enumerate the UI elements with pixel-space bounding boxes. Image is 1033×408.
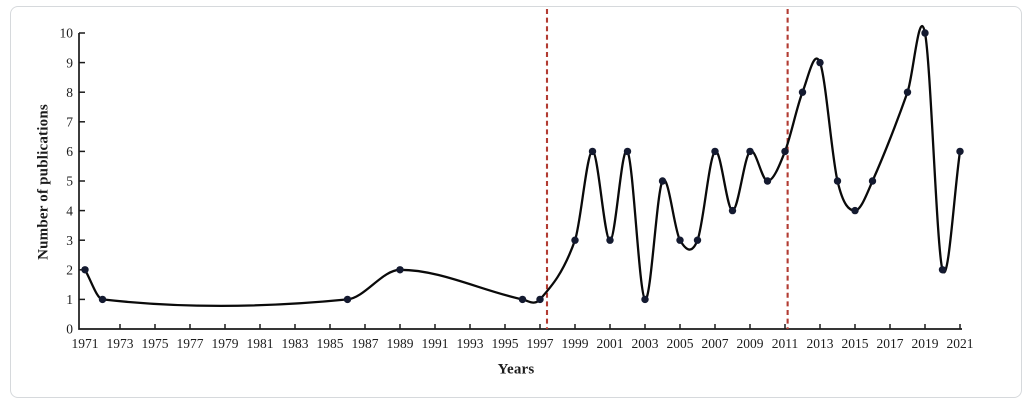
data-point-marker (746, 147, 754, 156)
y-tick-label: 2 (66, 263, 73, 278)
y-tick-label: 8 (66, 85, 73, 100)
data-point-marker (781, 147, 789, 156)
x-tick-label: 1971 (72, 336, 99, 351)
data-point-marker (588, 147, 597, 156)
x-tick-label: 1995 (492, 336, 519, 351)
y-tick-label: 9 (66, 55, 73, 70)
data-point-marker (956, 147, 964, 156)
data-point-marker (623, 147, 632, 156)
y-tick-label: 7 (66, 115, 73, 130)
data-point-marker (693, 236, 702, 244)
x-tick-label: 1985 (317, 336, 344, 351)
data-point-marker (903, 88, 912, 96)
x-tick-label: 2001 (597, 336, 624, 351)
figure-border (10, 6, 1022, 398)
data-point-marker (536, 295, 544, 304)
x-tick-label: 1977 (177, 336, 204, 351)
data-point-marker (868, 177, 877, 185)
data-point-marker (816, 58, 824, 67)
data-point-marker (81, 266, 89, 274)
x-tick-label: 2013 (807, 336, 834, 351)
x-tick-label: 1991 (422, 336, 449, 351)
x-tick-label: 1979 (212, 336, 239, 351)
x-tick-label: 1997 (527, 336, 554, 351)
data-point-marker (851, 206, 859, 215)
x-tick-label: 1981 (247, 336, 274, 351)
x-tick-label: 1973 (107, 336, 134, 351)
x-tick-label: 2009 (737, 336, 764, 351)
x-tick-label: 2017 (877, 336, 904, 351)
data-point-marker (98, 295, 107, 304)
y-tick-label: 0 (66, 322, 73, 337)
data-point-marker (641, 295, 649, 304)
y-tick-label: 6 (66, 144, 73, 159)
data-point-marker (833, 177, 842, 185)
x-tick-label: 2003 (632, 336, 659, 351)
data-point-marker (606, 236, 614, 244)
data-point-marker (763, 177, 772, 185)
data-point-marker (396, 266, 404, 274)
x-tick-label: 2005 (667, 336, 694, 351)
data-point-marker (676, 236, 684, 244)
data-point-marker (728, 206, 737, 215)
x-tick-label: 1999 (562, 336, 589, 351)
x-tick-label: 1975 (142, 336, 169, 351)
y-tick-label: 3 (66, 233, 73, 248)
data-point-marker (343, 295, 352, 304)
x-tick-label: 2019 (912, 336, 939, 351)
y-axis-title: Number of publications (35, 104, 52, 260)
y-tick-label: 4 (66, 203, 73, 218)
x-tick-label: 1983 (282, 336, 309, 351)
x-tick-label: 2021 (947, 336, 974, 351)
x-tick-label: 2015 (842, 336, 869, 351)
x-axis-title: Years (497, 361, 535, 378)
data-point-marker (798, 88, 807, 96)
x-tick-label: 2007 (702, 336, 729, 351)
data-point-marker (711, 147, 719, 156)
y-tick-label: 10 (60, 26, 74, 41)
data-point-marker (921, 29, 929, 37)
data-point-marker (518, 295, 527, 304)
data-point-marker (658, 177, 667, 185)
x-tick-label: 1993 (457, 336, 484, 351)
x-tick-label: 2011 (772, 336, 799, 351)
y-tick-label: 5 (66, 174, 73, 189)
y-tick-label: 1 (66, 292, 73, 307)
data-point-marker (571, 236, 579, 244)
data-point-marker (938, 266, 947, 274)
x-tick-label: 1987 (352, 336, 379, 351)
axes-lines (78, 33, 962, 330)
x-tick-label: 1989 (387, 336, 414, 351)
publications-trend-line (83, 24, 962, 308)
